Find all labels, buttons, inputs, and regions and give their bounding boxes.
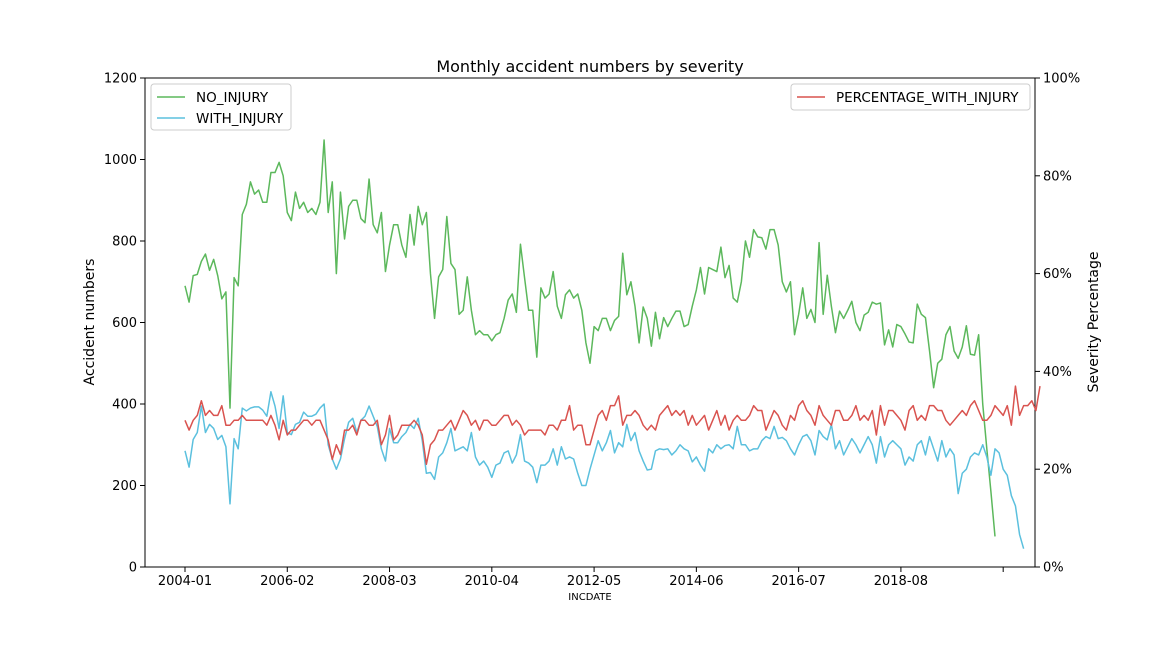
x-tick-label: 2016-07: [771, 574, 825, 589]
plot-frame: [144, 77, 1036, 568]
series-line-no-injury: [184, 139, 996, 537]
x-tick-label: 2008-03: [362, 574, 416, 589]
series-left-group: [184, 139, 1025, 549]
legend-left: NO_INJURY WITH_INJURY: [150, 83, 292, 131]
y-axis-left: 0 200 400 600 800 1000 1200: [104, 72, 145, 576]
y-tick-label: 200: [112, 479, 137, 494]
series-line-with-injury: [184, 391, 1025, 549]
y-tick-label: 400: [112, 398, 137, 413]
y-axis-label: Accident numbers: [82, 259, 98, 386]
x-tick-label: 2010-04: [465, 574, 519, 589]
y2-tick-label: 20%: [1043, 463, 1072, 478]
x-tick-label: 2006-02: [260, 574, 314, 589]
y-tick-label: 1000: [104, 153, 137, 168]
series-line-percentage-with-injury: [184, 385, 1041, 466]
y-tick-label: 0: [129, 561, 137, 576]
y-tick-label: 600: [112, 316, 137, 331]
x-tick-label: 2012-05: [567, 574, 621, 589]
x-axis-label: INCDATE: [568, 592, 611, 603]
x-tick-label: 2018-08: [874, 574, 928, 589]
x-tick-label: 2004-01: [158, 574, 212, 589]
chart-title: Monthly accident numbers by severity: [436, 57, 743, 76]
legend-no-injury-label: NO_INJURY: [196, 90, 269, 106]
y-tick-label: 800: [112, 235, 137, 250]
y-tick-label: 1200: [104, 72, 137, 87]
legend-left-frame: [150, 83, 292, 131]
legend-right: PERCENTAGE_WITH_INJURY: [790, 83, 1031, 111]
y2-tick-label: 40%: [1043, 365, 1072, 380]
legend-percentage-label: PERCENTAGE_WITH_INJURY: [836, 90, 1019, 106]
plot-area: [144, 77, 1041, 568]
y2-tick-label: 100%: [1043, 72, 1080, 87]
y2-tick-label: 80%: [1043, 169, 1072, 184]
legend-right-frame: [790, 83, 1031, 111]
series-right-group: [184, 385, 1041, 466]
y2-tick-label: 0%: [1043, 561, 1064, 576]
y-axis-right: 0% 20% 40% 60% 80% 100%: [1035, 72, 1080, 576]
y2-tick-label: 60%: [1043, 267, 1072, 282]
x-axis: 2004-01 2006-02 2008-03 2010-04 2012-05 2014-…: [158, 567, 1004, 589]
legend-with-injury-label: WITH_INJURY: [196, 111, 284, 127]
y2-axis-label: Severity Percentage: [1086, 251, 1102, 392]
x-tick-label: 2014-06: [669, 574, 723, 589]
